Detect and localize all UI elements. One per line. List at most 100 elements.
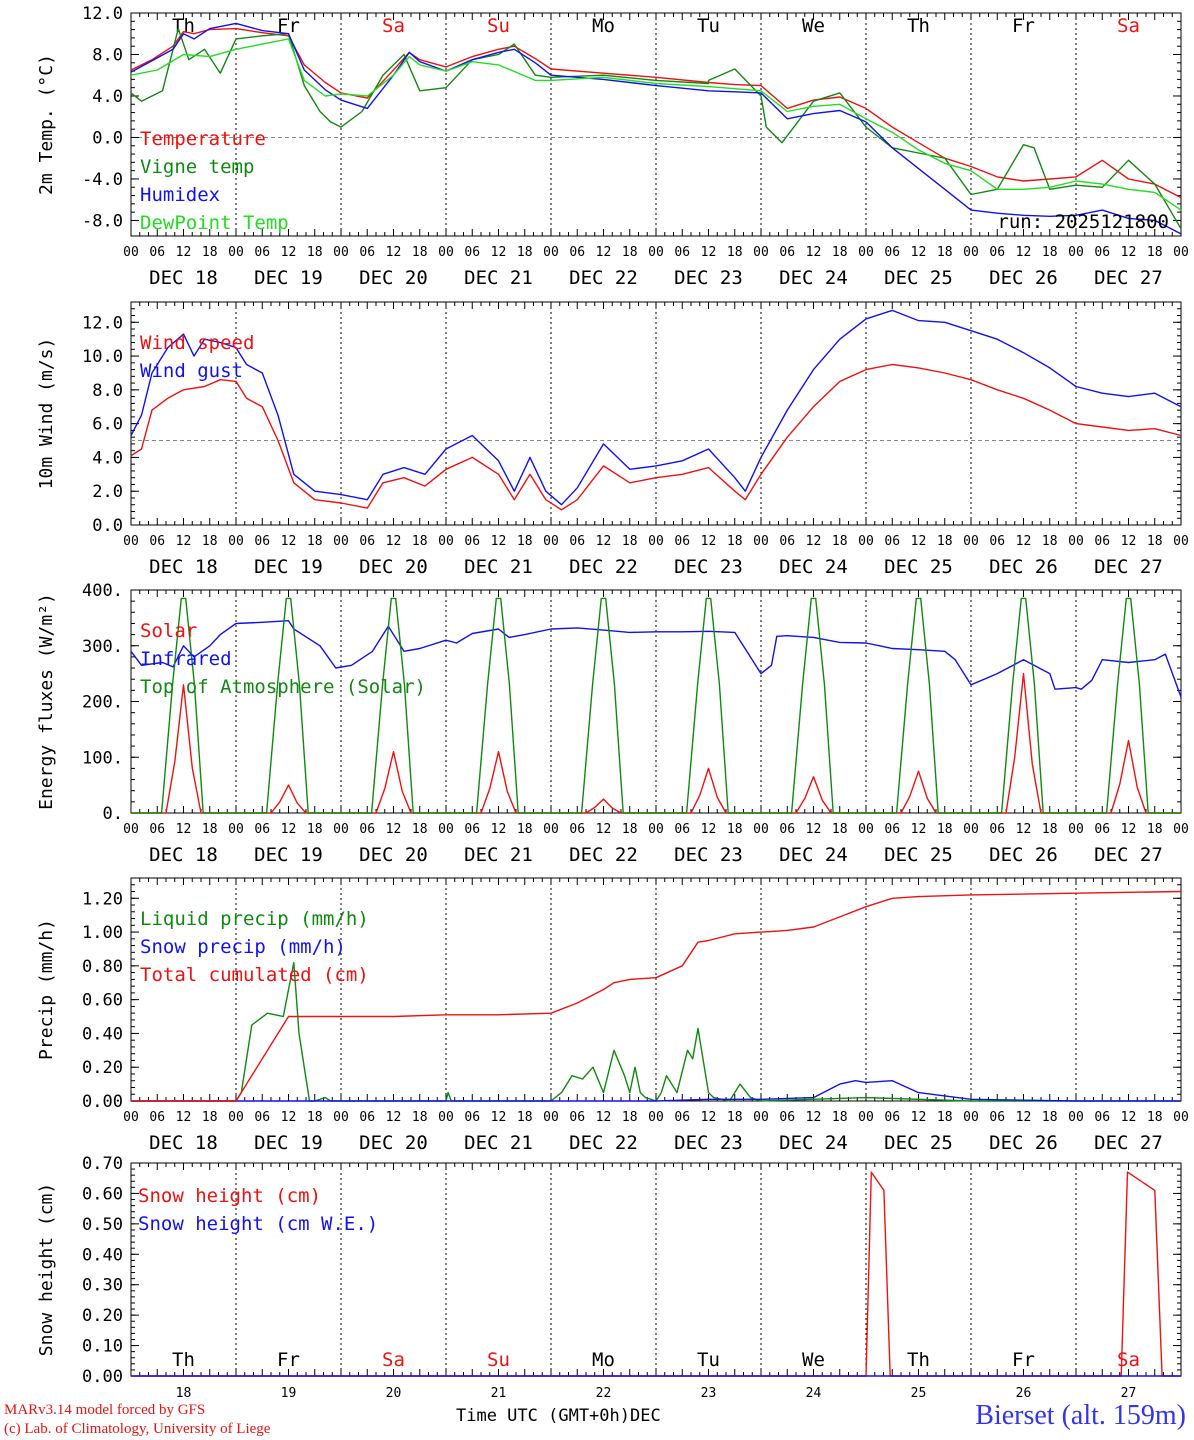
hour-label: 06 — [674, 822, 690, 837]
y-tick-label: 2.0 — [92, 482, 123, 502]
legend-entry: DewPoint Temp — [140, 212, 289, 234]
hour-label: 18 — [202, 1110, 218, 1125]
y-tick-label: 0.00 — [82, 1367, 123, 1387]
hour-label: 18 — [517, 245, 533, 260]
hour-label: 18 — [832, 534, 848, 549]
hour-label: 00 — [123, 822, 139, 837]
y-tick-label: 0.10 — [82, 1337, 123, 1357]
hour-label: 06 — [359, 245, 375, 260]
y-tick-label: 1.20 — [82, 889, 123, 909]
hour-label: 12 — [1121, 1110, 1137, 1125]
date-label: DEC 27 — [1094, 267, 1163, 289]
y-tick-label: 0.60 — [82, 1184, 123, 1204]
hour-label: 06 — [989, 822, 1005, 837]
hour-label: 12 — [911, 1110, 927, 1125]
day-number-label: 18 — [176, 1386, 192, 1401]
series-line-wind-gust — [130, 309, 1182, 506]
hour-label: 06 — [1094, 1110, 1110, 1125]
y-tick-label: 4.0 — [92, 448, 123, 468]
legend-entry: Top of Atmosphere (Solar) — [140, 676, 426, 698]
hour-label: 00 — [123, 1110, 139, 1125]
day-number-label: 23 — [701, 1386, 717, 1401]
y-tick-label: 0.0 — [92, 128, 123, 148]
day-number-label: 19 — [281, 1386, 297, 1401]
hour-label: 00 — [1173, 1110, 1189, 1125]
weekday-label: Fr — [277, 15, 300, 37]
hour-label: 12 — [386, 245, 402, 260]
hour-label: 12 — [491, 245, 507, 260]
y-tick-label: 0. — [103, 804, 123, 824]
legend-entry: Temperature — [140, 128, 266, 150]
hour-label: 06 — [779, 822, 795, 837]
legend-entry: Liquid precip (mm/h) — [140, 908, 369, 930]
y-axis-label: Snow height (cm) — [36, 1183, 57, 1356]
hour-label: 18 — [412, 1110, 428, 1125]
hour-label: 06 — [989, 1110, 1005, 1125]
hour-label: 12 — [806, 534, 822, 549]
hour-label: 06 — [149, 822, 165, 837]
legend-entry: Humidex — [140, 184, 220, 206]
hour-label: 00 — [438, 534, 454, 549]
hour-label: 12 — [701, 534, 717, 549]
hour-label: 18 — [727, 1110, 743, 1125]
y-tick-label: -8.0 — [82, 211, 123, 231]
date-label: DEC 25 — [884, 844, 953, 866]
day-number-label: 27 — [1121, 1386, 1137, 1401]
weekday-label: Fr — [277, 1349, 300, 1371]
y-tick-label: 8.0 — [92, 381, 123, 401]
date-label: DEC 19 — [254, 267, 323, 289]
hour-label: 06 — [884, 245, 900, 260]
hour-label: 06 — [779, 534, 795, 549]
hour-label: 06 — [149, 534, 165, 549]
hour-label: 00 — [1173, 534, 1189, 549]
legend-entry: Snow height (cm W.E.) — [138, 1213, 378, 1235]
y-tick-label: 12.0 — [82, 313, 123, 333]
panel-precip: 0.00 0.20 0.40 0.60 0.80 1.00 1.20 Precip (mm/h… — [36, 877, 1189, 1154]
legend-entry: Infrared — [140, 648, 232, 670]
hour-label: 12 — [1016, 1110, 1032, 1125]
hour-label: 00 — [963, 534, 979, 549]
hour-label: 12 — [596, 822, 612, 837]
credits: MARv3.14 model forced by GFS (c) Lab. of… — [4, 1401, 270, 1439]
hour-label: 18 — [622, 245, 638, 260]
date-label: DEC 19 — [254, 1132, 323, 1154]
hour-label: 18 — [1042, 245, 1058, 260]
hour-label: 12 — [1016, 822, 1032, 837]
date-label: DEC 18 — [149, 556, 218, 578]
series-line-temperature — [130, 27, 1182, 199]
hour-label: 00 — [228, 1110, 244, 1125]
hour-label: 00 — [648, 1110, 664, 1125]
hour-label: 06 — [464, 822, 480, 837]
weekday-label: Fr — [1012, 1349, 1035, 1371]
date-label: DEC 22 — [569, 267, 638, 289]
hour-label: 06 — [359, 1110, 375, 1125]
hour-label: 18 — [727, 245, 743, 260]
hour-label: 00 — [228, 534, 244, 549]
hour-label: 12 — [806, 822, 822, 837]
weekday-label: We — [802, 15, 825, 37]
y-tick-label: 0.00 — [82, 1092, 123, 1112]
hour-label: 06 — [674, 534, 690, 549]
hour-label: 12 — [176, 245, 192, 260]
hour-label: 06 — [569, 822, 585, 837]
weekday-label: Su — [487, 1349, 510, 1371]
hour-label: 06 — [569, 534, 585, 549]
hour-label: 18 — [307, 1110, 323, 1125]
series-line-liquid-precip-mm-h- — [131, 961, 1181, 1102]
hour-label: 00 — [1068, 245, 1084, 260]
hour-label: 18 — [622, 1110, 638, 1125]
date-label: DEC 18 — [149, 844, 218, 866]
hour-label: 12 — [281, 534, 297, 549]
hour-label: 12 — [491, 1110, 507, 1125]
hour-label: 12 — [806, 1110, 822, 1125]
hour-label: 18 — [937, 245, 953, 260]
hour-label: 12 — [386, 822, 402, 837]
hour-label: 18 — [622, 822, 638, 837]
hour-label: 06 — [149, 245, 165, 260]
hour-label: 18 — [517, 534, 533, 549]
hour-label: 12 — [1016, 245, 1032, 260]
hour-label: 00 — [753, 245, 769, 260]
y-tick-label: 0.70 — [82, 1154, 123, 1174]
hour-label: 18 — [937, 1110, 953, 1125]
date-label: DEC 25 — [884, 556, 953, 578]
